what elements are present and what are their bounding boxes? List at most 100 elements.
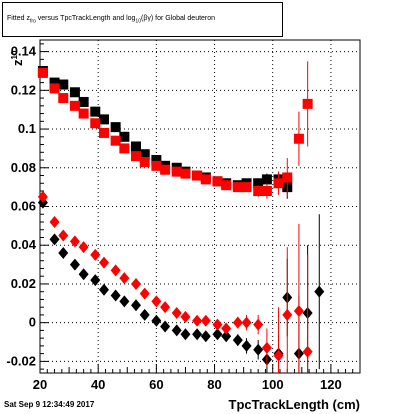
data-point-diamond <box>99 256 109 269</box>
data-point-square <box>241 182 252 193</box>
data-point-square <box>90 118 101 129</box>
data-point-diamond <box>151 314 162 327</box>
data-point-diamond <box>273 349 284 362</box>
data-point-diamond <box>232 316 243 329</box>
data-point-diamond <box>119 295 130 308</box>
data-point-square <box>58 79 69 90</box>
data-point-diamond <box>160 320 171 333</box>
data-point-diamond <box>212 328 223 341</box>
data-point-diamond <box>241 339 252 352</box>
x-tick-label: 120 <box>320 377 342 392</box>
data-point-diamond <box>99 283 109 296</box>
data-point-diamond <box>180 328 191 341</box>
data-point-diamond <box>314 285 325 298</box>
data-point-diamond <box>37 190 48 203</box>
data-point-square <box>160 164 171 175</box>
data-point-square <box>253 186 264 197</box>
data-point-diamond <box>180 310 191 323</box>
data-point-diamond <box>241 316 252 329</box>
x-tick-label: 60 <box>149 377 163 392</box>
data-point-diamond <box>49 215 60 228</box>
data-point-square <box>261 186 272 197</box>
timestamp-footer: Sat Sep 9 12:34:49 2017 <box>4 400 95 409</box>
data-point-diamond <box>293 305 304 318</box>
data-point-diamond <box>171 324 182 337</box>
data-point-diamond <box>192 328 203 341</box>
data-point-diamond <box>90 274 101 287</box>
data-point-diamond <box>49 233 60 246</box>
data-point-square <box>232 182 243 193</box>
data-point-diamond <box>110 264 121 277</box>
data-point-square <box>131 141 141 152</box>
x-axis-title: TpcTrackLength (cm) <box>229 397 360 412</box>
data-point-square <box>282 172 293 183</box>
x-tick-label: 100 <box>262 377 284 392</box>
x-tick-label: 80 <box>207 377 221 392</box>
data-point-diamond <box>212 318 223 331</box>
y-tick-label: 0.04 <box>11 237 37 252</box>
data-point-diamond <box>253 318 264 331</box>
data-point-diamond <box>139 287 150 300</box>
y-tick-label: 0.02 <box>11 276 36 291</box>
data-point-square <box>139 156 150 167</box>
data-point-square <box>293 133 304 144</box>
title-box: Fitted zfro versus TpcTrackLength and lo… <box>2 2 283 37</box>
data-point-diamond <box>69 258 80 271</box>
data-point-diamond <box>139 308 150 321</box>
data-point-diamond <box>58 246 69 259</box>
data-point-square <box>200 174 211 185</box>
y-tick-label: 0.14 <box>11 44 37 59</box>
data-point-diamond <box>90 248 101 261</box>
data-point-diamond <box>78 241 89 254</box>
data-point-square <box>192 170 203 181</box>
data-point-diamond <box>261 341 272 354</box>
data-point-diamond <box>221 330 232 343</box>
data-point-diamond <box>232 334 243 347</box>
data-point-square <box>261 174 272 185</box>
data-point-diamond <box>282 308 293 321</box>
data-point-diamond <box>171 306 182 319</box>
data-point-diamond <box>302 345 313 358</box>
data-point-diamond <box>221 322 232 335</box>
data-point-diamond <box>131 299 141 312</box>
data-point-diamond <box>119 272 130 285</box>
data-point-square <box>78 108 89 119</box>
data-point-square <box>110 122 121 133</box>
data-point-square <box>99 114 109 125</box>
data-point-square <box>119 131 130 142</box>
y-tick-label: 0.12 <box>11 82 36 97</box>
data-point-diamond <box>58 229 69 242</box>
y-tick-label: 0.08 <box>11 160 36 175</box>
data-point-square <box>69 100 80 111</box>
y-tick-label: -0.02 <box>6 353 36 368</box>
data-point-square <box>171 166 182 177</box>
data-point-square <box>69 87 80 98</box>
data-point-square <box>151 155 162 166</box>
data-point-square <box>221 180 232 191</box>
data-point-square <box>131 151 141 162</box>
data-point-square <box>273 178 284 189</box>
y-tick-label: 0.1 <box>18 121 36 136</box>
data-point-square <box>139 149 150 160</box>
x-tick-label: 20 <box>33 377 47 392</box>
data-point-diamond <box>78 268 89 281</box>
data-point-square <box>151 160 162 171</box>
data-point-square <box>302 98 313 109</box>
data-point-diamond <box>131 277 141 290</box>
data-point-square <box>49 77 60 88</box>
data-point-diamond <box>253 343 264 356</box>
chart-title: Fitted zfro versus TpcTrackLength and lo… <box>7 15 216 25</box>
data-point-square <box>119 143 130 154</box>
data-point-square <box>58 93 69 104</box>
data-point-square <box>212 176 223 187</box>
data-point-square <box>90 106 101 117</box>
data-point-square <box>99 127 109 138</box>
data-point-diamond <box>192 314 203 327</box>
data-point-diamond <box>200 314 211 327</box>
data-point-diamond <box>200 330 211 343</box>
data-point-diamond <box>160 301 171 314</box>
data-point-square <box>37 67 48 78</box>
data-point-square <box>78 96 89 107</box>
data-point-diamond <box>151 295 162 308</box>
